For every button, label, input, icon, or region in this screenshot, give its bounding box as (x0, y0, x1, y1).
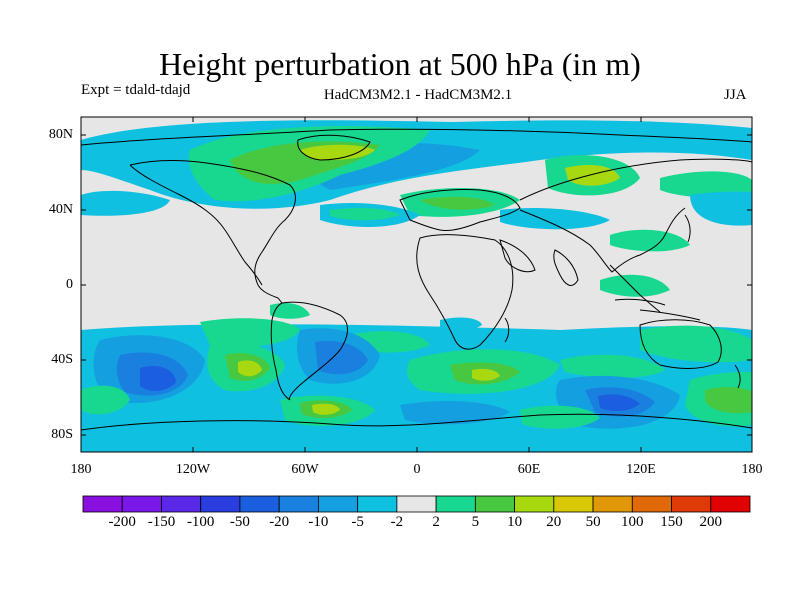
lat-tick-label: 0 (66, 277, 73, 292)
contour-pos-andes (270, 303, 310, 319)
coastline-antarctica (81, 413, 752, 431)
colorbar-swatch (278, 495, 319, 513)
contour-fills (81, 120, 752, 452)
coastline-europe (399, 189, 521, 231)
coastline-south-america (270, 301, 348, 401)
coastline-greenland (297, 134, 371, 161)
contour-pos-tibet (600, 274, 670, 297)
colorbar-label: 100 (621, 514, 644, 530)
lat-tick-label: 80S (51, 427, 73, 442)
colorbar (82, 495, 751, 513)
contour-neg-nw (81, 190, 170, 216)
coastline-japan (684, 214, 691, 243)
colorbar-swatch (357, 495, 398, 513)
coastline-north-america (129, 160, 296, 304)
colorbar-swatch (514, 495, 555, 513)
coastline-madagascar (504, 317, 510, 343)
lat-tick-label: 40S (51, 352, 73, 367)
colorbar-swatch (553, 495, 594, 513)
model-subtitle: HadCM3M2.1 - HadCM3M2.1 (323, 87, 513, 103)
colorbar-label: 10 (507, 514, 523, 530)
contour-neg-sh-antarctic (400, 400, 510, 425)
colorbar-label: -10 (308, 514, 329, 530)
colorbar-swatch (474, 495, 515, 513)
contour-pos-sh-indian (560, 354, 665, 378)
colorbar-label: -200 (108, 514, 136, 530)
colorbar-label: -2 (390, 514, 404, 530)
contour-pos-sh-aus (640, 325, 752, 363)
colorbar-label: 200 (699, 514, 723, 530)
lon-tick-label: 60W (291, 462, 319, 477)
coastline-africa (416, 234, 514, 350)
colorbar-swatch (82, 495, 123, 513)
coastline-india (553, 249, 579, 286)
lat-tick-label: 80N (48, 127, 73, 142)
colorbar-label: -100 (186, 514, 215, 530)
colorbar-swatch (396, 495, 437, 513)
colorbar-label: -150 (147, 514, 176, 530)
colorbar-label: 150 (660, 514, 683, 530)
coastline-new-zealand (734, 364, 741, 389)
colorbar-swatch (121, 495, 162, 513)
colorbar-label: 5 (471, 514, 480, 530)
contour-neg-sh-west-strongest (140, 365, 176, 391)
coastline-indonesia (614, 298, 701, 321)
coastline-se-asia (609, 264, 661, 313)
contour-pos-sh-antarctic (520, 405, 600, 429)
colorbar-swatch (239, 495, 280, 513)
contour-pos-sh-west (200, 318, 300, 347)
lon-tick-label: 60E (517, 462, 541, 477)
colorbar-label: 20 (546, 514, 562, 530)
contour-pos-sh-east-core (705, 386, 752, 414)
colorbar-label: -5 (351, 514, 364, 530)
contour-neg-sh-indian-strong (598, 394, 640, 412)
contour-pos-greenland (300, 144, 375, 160)
contour-pos-central-asia-core (565, 165, 620, 186)
lon-tick-label: 120W (175, 462, 211, 477)
colorbar-swatch (318, 495, 359, 513)
coastline-arabia (499, 239, 536, 273)
contour-pos-sh-southwest (81, 385, 130, 415)
colorbar-swatch (435, 495, 476, 513)
colorbar-swatch (161, 495, 202, 513)
colorbar-label: -50 (229, 514, 250, 530)
contour-pos-nw-pacific (610, 229, 690, 252)
coastline-north-america-west (129, 164, 263, 286)
lon-tick-label: 180 (70, 462, 92, 477)
contour-pos-na (330, 207, 400, 221)
contour-neg-pacific-ne (690, 191, 752, 226)
contour-pos-east-asia (660, 171, 752, 198)
axis-ticks (81, 117, 752, 452)
coastline-asia (519, 158, 752, 273)
lon-tick-label: 120E (626, 462, 656, 477)
lon-tick-label: 180 (741, 462, 763, 477)
contour-pos-europe-core (420, 196, 495, 210)
contour-pos-sh-pacific-peak (238, 360, 262, 377)
colorbar-label: -20 (269, 514, 290, 530)
coastlines (81, 128, 752, 431)
lat-tick-label: 40N (48, 202, 73, 217)
season-label: JJA (724, 87, 747, 103)
coastline-arctic (81, 128, 752, 146)
colorbar-swatch (631, 495, 672, 513)
contour-pos-sh-africa-peak (472, 368, 500, 381)
experiment-label: Expt = tdald-tdajd (81, 82, 191, 98)
colorbar-label: 2 (432, 514, 440, 530)
colorbar-swatch (592, 495, 633, 513)
coastline-australia (639, 319, 722, 369)
colorbar-swatch (671, 495, 712, 513)
contour-pos-sh-south-peak (312, 403, 340, 415)
colorbar-label: 50 (585, 514, 601, 530)
lon-tick-label: 0 (413, 462, 421, 477)
contour-neg-sh-chile-core (315, 340, 368, 375)
figure-title: Height perturbation at 500 hPa (in m) (159, 46, 641, 82)
colorbar-swatch (200, 495, 241, 513)
colorbar-swatch (710, 495, 751, 513)
